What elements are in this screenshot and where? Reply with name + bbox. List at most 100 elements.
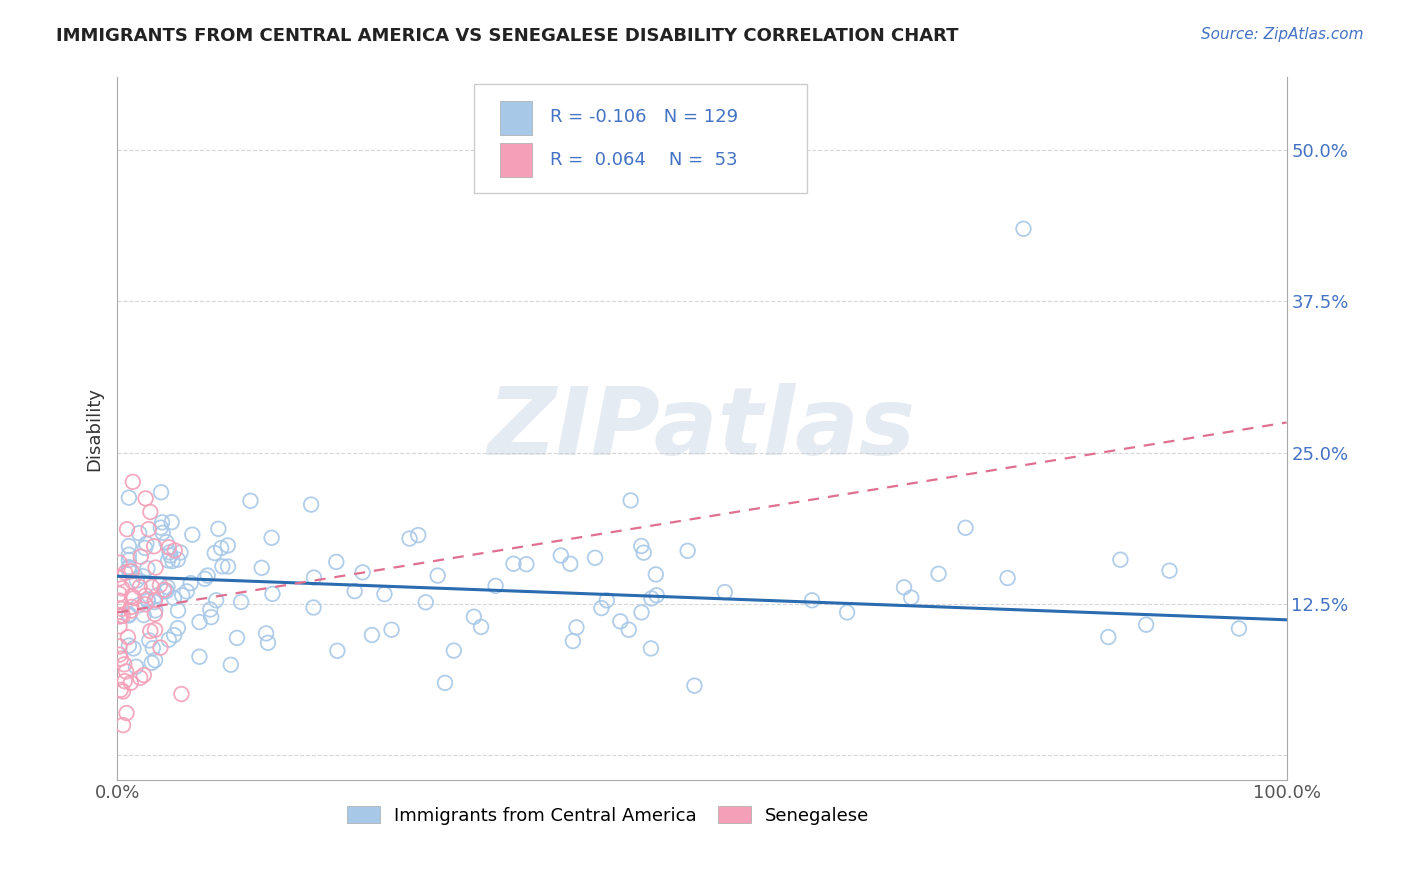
Point <box>132 668 155 682</box>
Point <box>163 591 186 605</box>
Point <box>157 632 180 647</box>
Point <box>250 561 273 575</box>
Point <box>683 679 706 693</box>
Point <box>159 545 181 559</box>
Point <box>111 608 134 623</box>
Point <box>194 572 217 586</box>
Point <box>900 591 922 605</box>
Point <box>257 636 280 650</box>
Point <box>118 560 141 574</box>
Point <box>254 626 277 640</box>
Point <box>143 607 166 621</box>
FancyBboxPatch shape <box>499 102 533 135</box>
Point <box>149 520 172 534</box>
Point <box>135 537 157 551</box>
Point <box>125 659 148 673</box>
Point <box>219 657 242 672</box>
Point <box>630 539 652 553</box>
Point <box>229 595 252 609</box>
FancyBboxPatch shape <box>499 143 533 177</box>
Point <box>630 606 652 620</box>
Point <box>134 541 156 555</box>
Point <box>713 585 735 599</box>
Point <box>112 657 135 672</box>
Point <box>157 541 180 555</box>
Point <box>120 599 142 614</box>
Point <box>138 633 160 648</box>
Point <box>111 684 134 698</box>
Point <box>955 521 977 535</box>
Point <box>211 559 233 574</box>
Point <box>150 516 173 530</box>
Point <box>111 602 134 616</box>
Point <box>620 493 643 508</box>
Point <box>118 561 141 575</box>
Text: R =  0.064    N =  53: R = 0.064 N = 53 <box>550 151 738 169</box>
Legend: Immigrants from Central America, Senegalese: Immigrants from Central America, Senegal… <box>337 797 879 834</box>
Point <box>153 584 176 599</box>
Point <box>122 641 145 656</box>
Point <box>108 609 131 624</box>
Point <box>143 539 166 553</box>
Point <box>155 584 177 599</box>
Point <box>170 687 193 701</box>
Point <box>326 644 349 658</box>
Point <box>118 539 141 553</box>
Point <box>484 579 506 593</box>
Point <box>204 546 226 560</box>
Point <box>121 589 143 603</box>
Point <box>302 600 325 615</box>
Point <box>801 593 824 607</box>
Y-axis label: Disability: Disability <box>86 386 103 470</box>
Point <box>145 589 167 603</box>
Point <box>167 603 190 617</box>
Point <box>343 584 366 599</box>
Point <box>373 587 395 601</box>
Point <box>143 623 166 637</box>
Point <box>180 576 202 591</box>
Point <box>118 608 141 623</box>
Point <box>129 671 152 685</box>
Point <box>550 549 572 563</box>
Point <box>121 564 143 578</box>
Point <box>149 640 172 655</box>
Point <box>108 619 131 633</box>
Point <box>120 604 142 618</box>
Point <box>645 588 668 602</box>
Point <box>463 609 485 624</box>
Point <box>176 584 198 599</box>
Point <box>143 603 166 617</box>
Point <box>1135 617 1157 632</box>
FancyBboxPatch shape <box>474 85 807 194</box>
Point <box>443 643 465 657</box>
Point <box>1227 622 1250 636</box>
Point <box>108 571 131 585</box>
Point <box>134 597 156 611</box>
Point <box>583 550 606 565</box>
Point <box>136 561 159 575</box>
Point <box>108 556 131 570</box>
Point <box>893 580 915 594</box>
Point <box>361 628 384 642</box>
Point <box>1159 564 1181 578</box>
Point <box>115 665 138 679</box>
Point <box>591 601 613 615</box>
Point <box>143 595 166 609</box>
Point <box>110 608 132 623</box>
Point <box>426 568 449 582</box>
Point <box>156 580 179 594</box>
Point <box>157 553 180 567</box>
Point <box>207 522 229 536</box>
Point <box>262 587 284 601</box>
Point <box>149 578 172 592</box>
Point <box>139 505 162 519</box>
Point <box>640 641 662 656</box>
Point <box>138 522 160 536</box>
Point <box>181 527 204 541</box>
Point <box>135 589 157 603</box>
Point <box>153 582 176 597</box>
Point <box>118 491 141 505</box>
Point <box>352 566 374 580</box>
Text: Source: ZipAtlas.com: Source: ZipAtlas.com <box>1201 27 1364 42</box>
Point <box>110 651 132 665</box>
